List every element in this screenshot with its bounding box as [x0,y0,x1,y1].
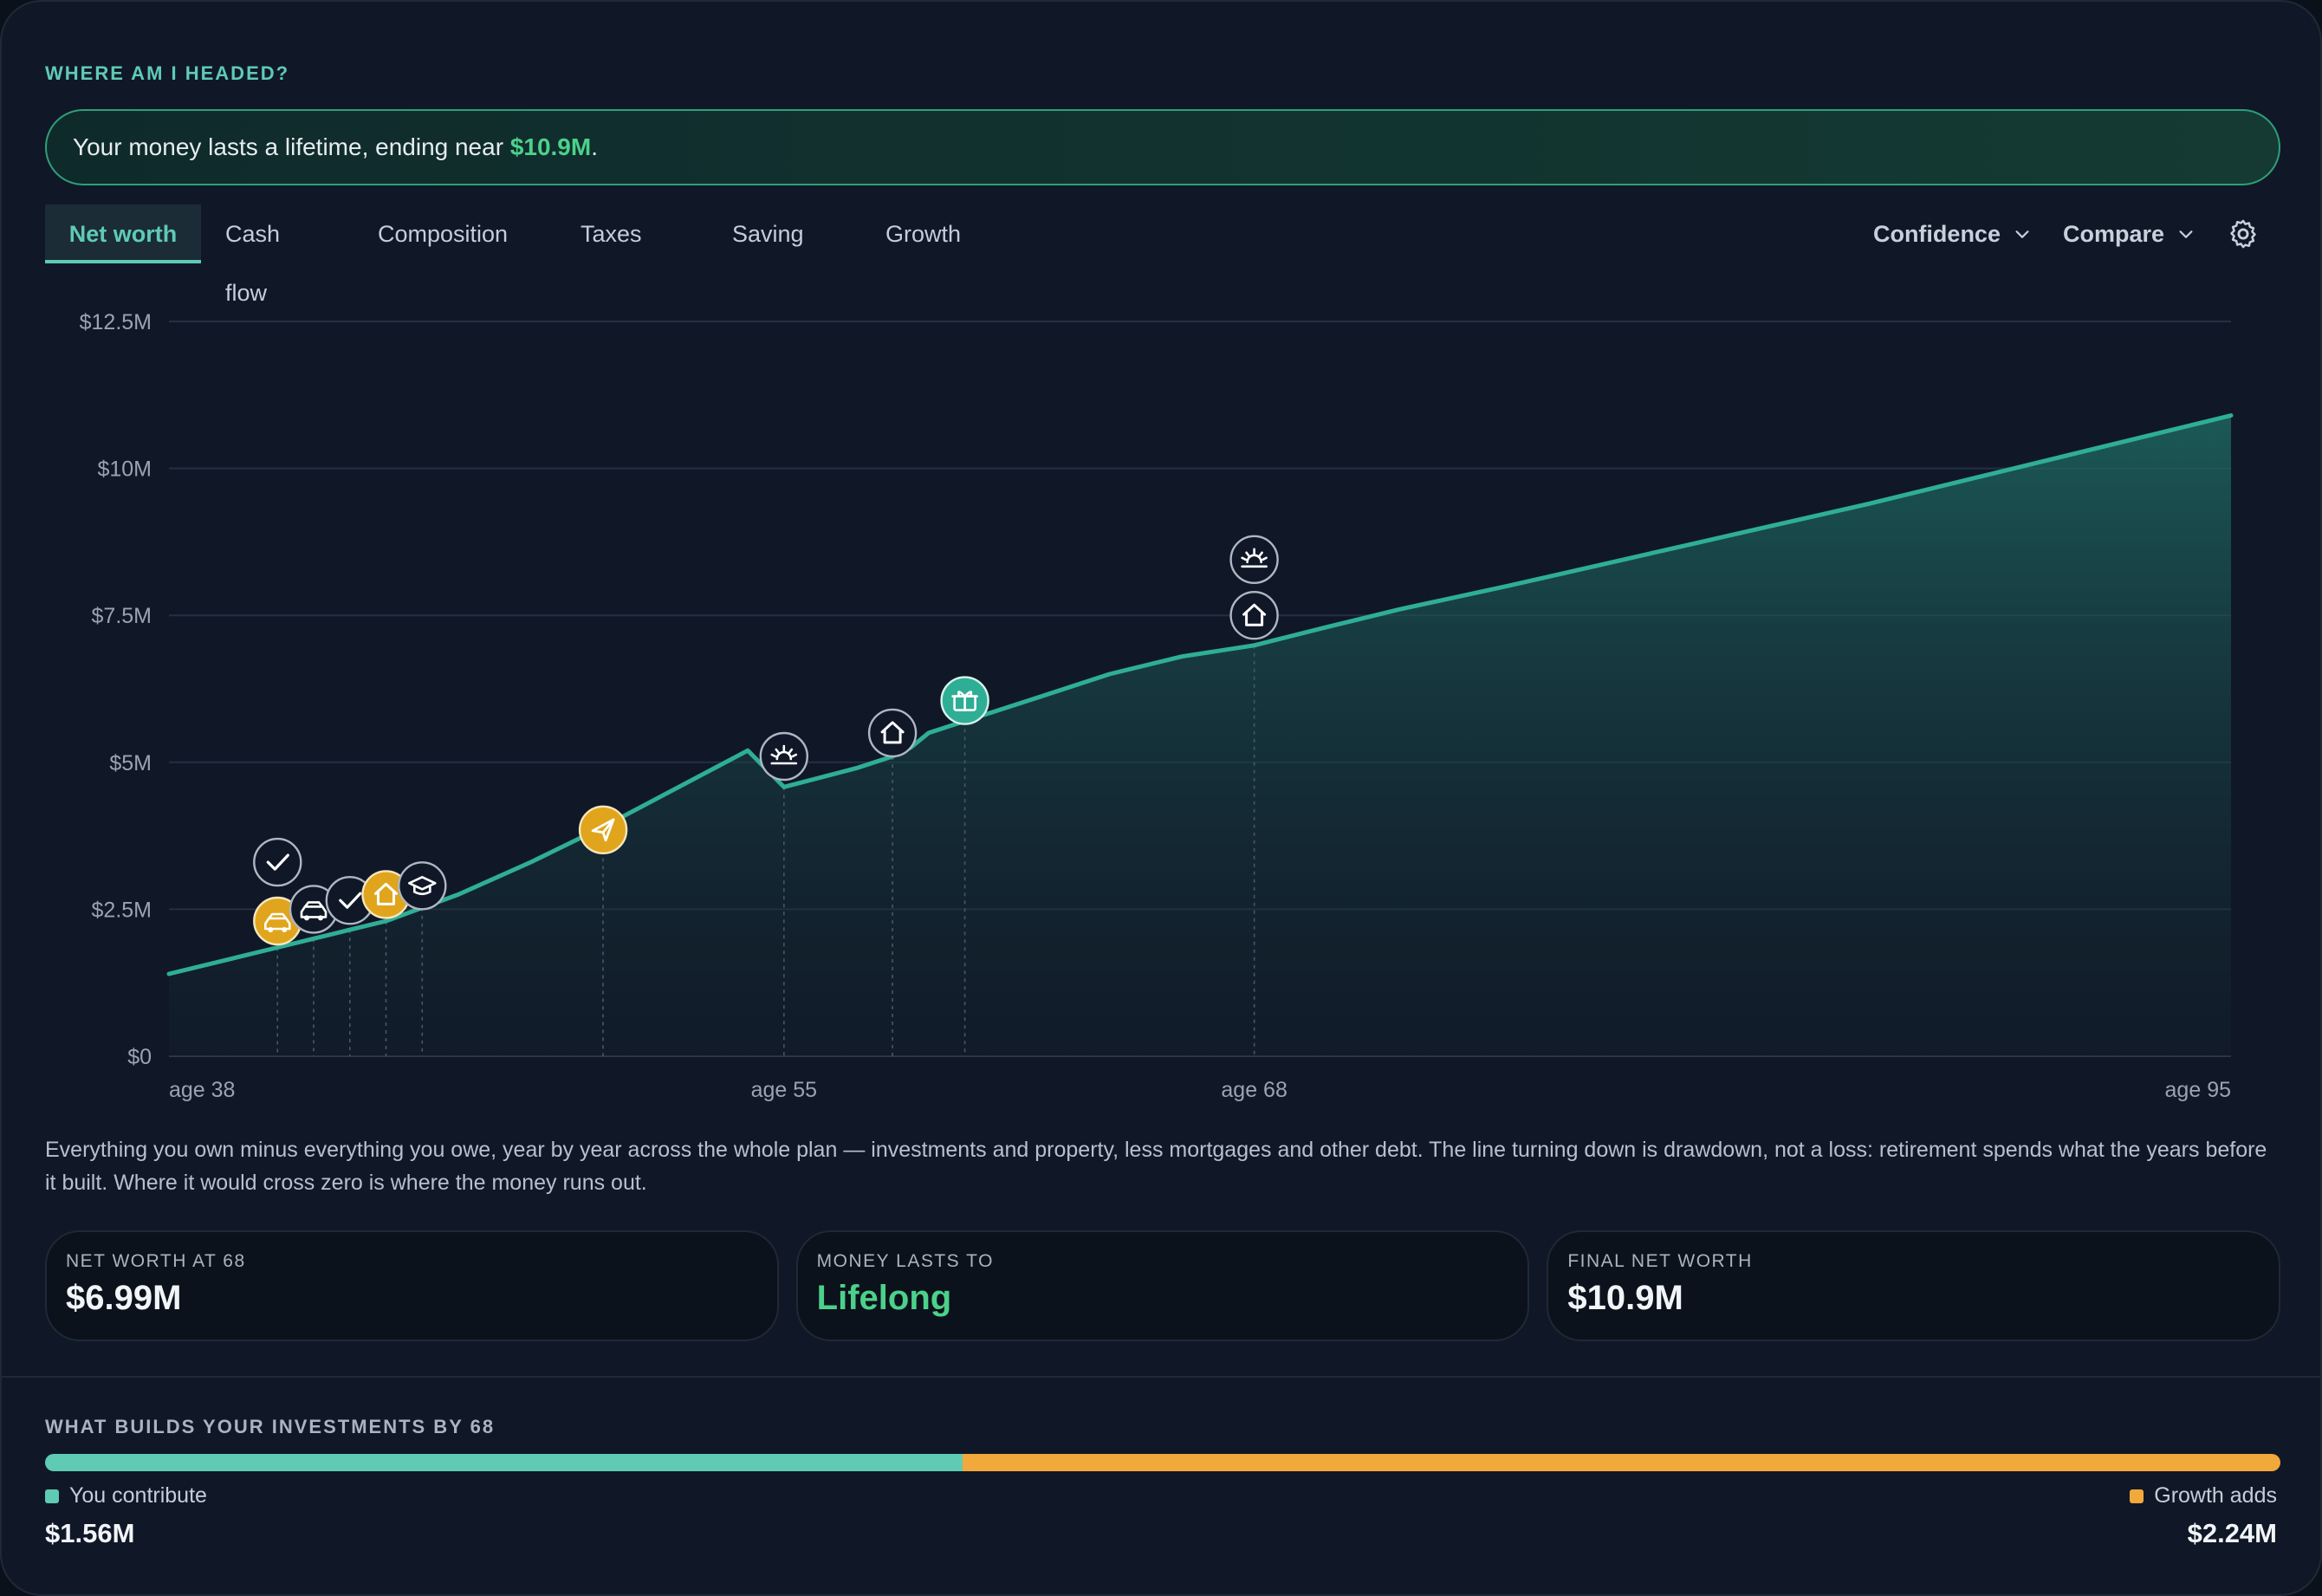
gift-icon [951,691,978,711]
home-icon [880,721,905,744]
event-marker [1229,535,1279,584]
contribute-label: You contribute [69,1483,207,1508]
event-marker-circle [1229,591,1279,640]
stat-value: Lifelong [816,1279,952,1317]
event-marker [867,708,918,758]
tab-saving[interactable]: Saving [732,221,804,247]
paper-plane-icon [591,818,615,842]
event-marker-circle [867,708,918,758]
net-worth-chart: $0 $2.5M $5M $7.5M $10M $12.5M age 38 age 55 age… [80,310,2234,1102]
stat-value: $6.99M [66,1279,182,1317]
stat-card-net-worth-at-68: NET WORTH AT 68 $6.99M [45,1230,779,1341]
stat-card-final-net-worth: FINAL NET WORTH $10.9M [1547,1230,2281,1341]
event-marker-circle [1229,535,1279,584]
confidence-label: Confidence [1872,220,2001,247]
graduation-cap-icon [407,875,437,896]
event-marker [759,731,808,782]
growth-legend: Growth adds [2130,1483,2277,1508]
tab-taxes[interactable]: Taxes [580,221,642,247]
contribute-swatch [45,1489,59,1503]
tab-growth[interactable]: Growth [885,221,962,247]
stat-label: MONEY LASTS TO [816,1251,994,1271]
y-tick-label: $12.5M [80,310,152,334]
x-tick-label: age 38 [169,1078,235,1102]
chart-toolbar: Confidence Compare [1873,204,2260,263]
y-tick-label: $7.5M [92,604,152,628]
chevron-down-icon [2015,230,2029,238]
car-icon [263,912,291,932]
y-tick-label: $5M [109,751,152,775]
stat-value: $10.9M [1567,1279,1683,1317]
section-divider [2,1376,2320,1378]
x-tick-label: age 68 [1221,1078,1287,1102]
x-tick-label: age 95 [2165,1078,2231,1102]
check-icon [339,892,362,909]
contribute-legend: You contribute [45,1483,207,1508]
y-tick-label: $0 [127,1045,152,1069]
stat-label: NET WORTH AT 68 [66,1251,246,1271]
event-marker [578,805,628,854]
contribute-value: $1.56M [45,1518,135,1548]
compare-label: Compare [2062,220,2164,247]
event-marker-circle [578,805,628,854]
y-tick-label: $2.5M [92,898,152,922]
x-tick-label: age 55 [751,1078,817,1102]
event-marker [1229,591,1279,640]
banner-text: Your money lasts a lifetime, ending near [73,133,510,160]
event-marker-circle [253,837,302,887]
chevron-down-icon [2179,230,2193,238]
growth-segment [963,1454,2280,1471]
stat-label: FINAL NET WORTH [1567,1251,1753,1271]
tab-cash-flow[interactable]: Cash flow [225,221,281,306]
tab-composition[interactable]: Composition [378,221,509,247]
event-marker [398,861,447,911]
sunrise-icon [1241,548,1268,568]
y-tick-label: $10M [97,457,152,482]
growth-value: $2.24M [2187,1518,2277,1548]
banner-suffix: . [591,133,598,160]
banner-highlight-value: $10.9M [509,133,592,160]
event-marker-circle [398,861,447,911]
builds-split-bar [45,1454,2280,1471]
chart-description: Everything you own minus everything you … [45,1138,2267,1195]
builds-section-title: WHAT BUILDS YOUR INVESTMENTS BY 68 [45,1416,496,1437]
event-marker-circle [759,731,808,782]
confidence-dropdown[interactable]: Confidence [1873,221,2032,248]
compare-dropdown[interactable]: Compare [2063,221,2196,248]
summary-banner: Your money lasts a lifetime, ending near… [45,109,2280,185]
net-worth-area [169,415,2231,1056]
growth-label: Growth adds [2154,1483,2277,1508]
home-icon [374,882,398,905]
event-marker [253,837,302,887]
stat-card-money-lasts: MONEY LASTS TO Lifelong [795,1230,1530,1341]
section-title: WHERE AM I HEADED? [45,62,290,84]
gear-icon[interactable] [2227,217,2260,250]
event-marker [940,676,989,725]
tab-net-worth[interactable]: Net worth [45,204,201,263]
growth-swatch [2130,1489,2144,1503]
check-icon [266,853,289,871]
stats-row: NET WORTH AT 68 $6.99M MONEY LASTS TO Li… [45,1230,2281,1341]
home-icon [1242,603,1267,626]
sunrise-icon [770,744,798,765]
car-icon [300,901,328,921]
contribute-segment [45,1454,963,1471]
